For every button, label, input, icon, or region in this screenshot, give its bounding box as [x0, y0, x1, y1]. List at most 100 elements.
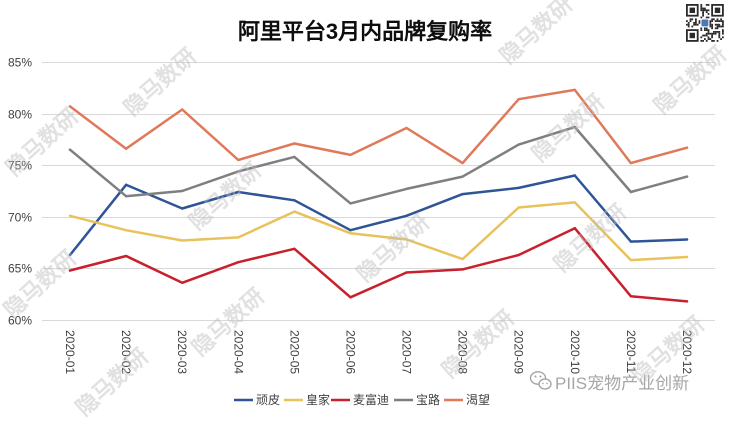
y-axis: 60% 65% 70% 75% 80% 85% [8, 56, 32, 328]
series [68, 125, 689, 205]
data-point [293, 142, 296, 145]
legend-item: 渴望 [444, 393, 490, 407]
x-tick-label: 2020-05 [287, 330, 301, 374]
data-point [124, 183, 128, 186]
data-point [405, 126, 408, 130]
data-point [124, 195, 128, 198]
legend-label: 渴望 [466, 393, 490, 407]
data-point [405, 187, 408, 191]
x-tick-label: 2020-10 [568, 330, 582, 374]
data-point [685, 300, 689, 303]
series-line [68, 226, 689, 303]
data-point [685, 175, 689, 178]
series [68, 226, 689, 303]
series-group [68, 88, 689, 303]
x-tick-label: 2020-08 [456, 330, 470, 374]
chart-title: 阿里平台3月内品牌复购率 [238, 19, 492, 44]
x-tick-label: 2020-11 [624, 330, 638, 373]
y-tick-label: 70% [8, 211, 32, 225]
data-point [461, 161, 464, 165]
data-point [349, 229, 352, 232]
gridlines [42, 62, 715, 321]
y-tick-label: 75% [8, 159, 32, 173]
y-tick-label: 80% [8, 108, 32, 122]
data-point [685, 238, 689, 241]
legend: 顽皮 皇家 麦富迪 宝路 渴望 [234, 392, 490, 407]
data-point [685, 255, 689, 259]
series [68, 201, 689, 262]
data-point [461, 257, 464, 261]
data-point [629, 258, 633, 262]
data-point [573, 125, 576, 129]
data-point [517, 143, 520, 146]
data-point [181, 239, 184, 242]
data-point [293, 155, 296, 159]
data-point [237, 261, 240, 264]
x-tick-label: 2020-06 [344, 330, 358, 374]
data-point [68, 148, 72, 151]
series-line [68, 201, 689, 262]
legend-label: 皇家 [306, 392, 330, 407]
data-point [517, 206, 520, 209]
data-point [461, 192, 464, 196]
series-line [68, 88, 689, 165]
data-point [573, 201, 576, 204]
data-point [68, 269, 72, 272]
data-point [237, 236, 240, 239]
x-tick-label: 2020-12 [680, 330, 694, 374]
x-tick-label: 2020-07 [400, 330, 414, 374]
legend-item: 宝路 [394, 392, 440, 407]
wechat-icon [529, 371, 552, 390]
data-point [293, 210, 296, 213]
data-point [405, 214, 408, 217]
x-tick-label: 2020-04 [231, 330, 245, 374]
data-point [124, 254, 128, 258]
data-point [629, 295, 633, 298]
series-line [68, 174, 689, 257]
data-point [68, 253, 72, 257]
y-tick-label: 60% [8, 314, 32, 328]
legend-item: 顽皮 [234, 393, 280, 407]
y-tick-label: 85% [8, 56, 32, 70]
data-point [629, 161, 633, 165]
x-tick-label: 2020-02 [119, 330, 133, 374]
data-point [181, 207, 184, 210]
data-point [349, 202, 352, 205]
data-point [517, 253, 520, 257]
data-point [349, 232, 352, 235]
series [68, 88, 689, 165]
y-tick-label: 65% [8, 262, 32, 276]
data-point [68, 105, 72, 108]
data-point [629, 240, 633, 243]
data-point [573, 174, 576, 177]
data-point [181, 108, 184, 111]
legend-label: 顽皮 [256, 393, 280, 407]
data-point [461, 175, 464, 178]
legend-label: 宝路 [416, 392, 440, 407]
data-point [237, 158, 240, 162]
data-point [237, 190, 240, 194]
data-point [461, 268, 464, 271]
x-tick-label: 2020-09 [512, 330, 526, 374]
data-point [573, 88, 576, 92]
x-axis: 2020-01 2020-02 2020-03 2020-04 2020-05 2020-… [63, 330, 694, 374]
data-point [181, 189, 184, 193]
account-caption: PIIS宠物产业创新 [529, 371, 689, 393]
data-point [68, 214, 72, 217]
data-point [573, 227, 576, 230]
data-point [517, 186, 520, 190]
data-point [181, 281, 184, 284]
legend-item: 皇家 [284, 392, 330, 407]
data-point [237, 170, 240, 173]
data-point [349, 296, 352, 299]
data-point [124, 229, 128, 232]
x-tick-label: 2020-03 [175, 330, 189, 374]
data-point [293, 199, 296, 202]
data-point [685, 146, 689, 149]
legend-item: 麦富迪 [331, 392, 389, 407]
account-name: PIIS宠物产业创新 [555, 374, 689, 393]
legend-label: 麦富迪 [353, 392, 389, 407]
data-point [629, 190, 633, 194]
